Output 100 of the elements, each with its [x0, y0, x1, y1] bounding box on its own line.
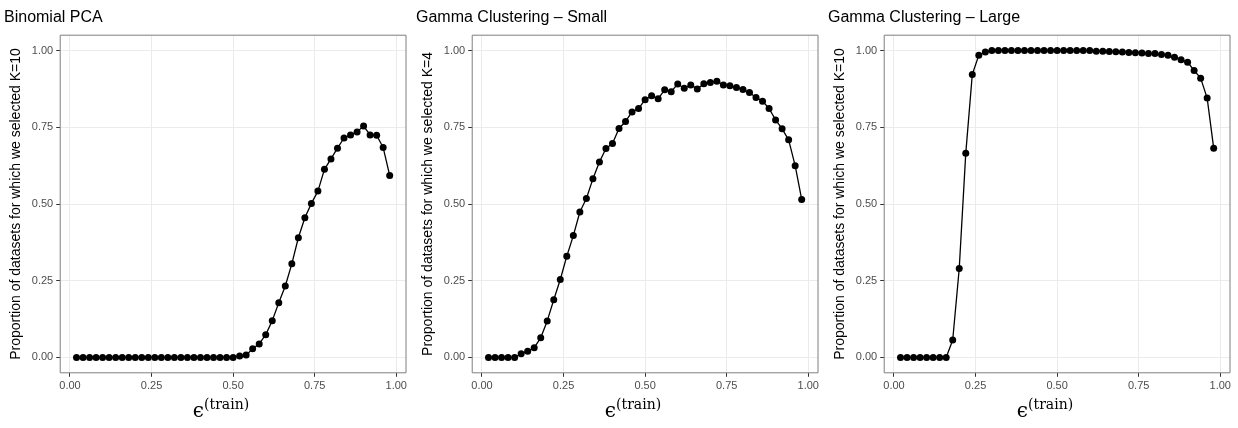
point [1171, 53, 1179, 61]
point [1092, 47, 1100, 55]
y-tick-label: 0.25 [443, 273, 466, 286]
y-tick-label: 0.75 [443, 120, 466, 133]
point [700, 80, 708, 88]
point [262, 331, 270, 339]
point [366, 131, 374, 139]
point [759, 97, 767, 105]
point [791, 162, 799, 170]
point [1001, 47, 1009, 55]
point [73, 353, 81, 361]
point [962, 149, 970, 157]
point [485, 353, 493, 361]
point [897, 353, 905, 361]
point [223, 353, 231, 361]
point [340, 134, 348, 142]
point [949, 336, 957, 344]
point [1027, 47, 1035, 55]
point [177, 353, 185, 361]
point [622, 117, 630, 125]
point [903, 353, 911, 361]
point [706, 78, 714, 86]
point [635, 105, 643, 113]
point [112, 353, 120, 361]
point [1190, 67, 1198, 74]
y-tick-label: 1.00 [31, 43, 54, 56]
point [294, 234, 302, 242]
point [1040, 47, 1048, 55]
point [517, 350, 525, 358]
point [301, 214, 309, 222]
y-tick-label: 0.00 [443, 350, 466, 363]
point [765, 105, 773, 113]
point [1073, 47, 1081, 55]
x-tick-label: 1.00 [797, 379, 819, 392]
y-tick-label: 0.25 [31, 273, 54, 286]
point [772, 116, 780, 124]
point [1157, 51, 1165, 59]
point [118, 353, 126, 361]
point [550, 296, 558, 304]
x-tick-label: 0.75 [1127, 379, 1150, 392]
point [537, 334, 545, 342]
point [975, 51, 983, 59]
point [785, 136, 793, 144]
point [608, 140, 616, 148]
point [726, 82, 734, 90]
point [229, 353, 237, 361]
point [1164, 51, 1172, 59]
point [242, 351, 250, 359]
point [641, 96, 649, 104]
point [719, 81, 727, 89]
x-tick-label: 0.25 [552, 379, 575, 392]
point [923, 353, 931, 361]
x-tick-label: 0.00 [59, 379, 81, 392]
point [190, 353, 198, 361]
y-tick-label: 0.75 [31, 120, 54, 133]
point [327, 155, 335, 163]
point [511, 353, 519, 361]
point [255, 340, 263, 348]
x-axis-title: ϵ$^{(train)}$ [191, 396, 251, 422]
point [164, 353, 172, 361]
point [745, 89, 753, 97]
point [99, 353, 107, 361]
y-tick-label: 0.50 [855, 197, 878, 210]
point [1138, 49, 1146, 57]
point [589, 175, 597, 183]
x-tick-label: 0.00 [883, 379, 905, 392]
point [203, 353, 211, 361]
point [661, 86, 669, 94]
y-axis-title: Proportion of datasets for which we selected K=10 [831, 47, 848, 360]
point [386, 171, 394, 179]
chart-title: Binomial PCA [4, 8, 104, 26]
point [1177, 56, 1185, 64]
point [379, 144, 387, 152]
chart-title: Gamma Clustering – Large [828, 8, 1021, 26]
point [144, 353, 152, 361]
point [151, 353, 159, 361]
point [1066, 47, 1074, 55]
point [524, 347, 532, 355]
point [498, 353, 506, 361]
point [648, 92, 656, 100]
point [981, 48, 989, 56]
x-tick-label: 0.50 [222, 379, 244, 392]
point [79, 353, 87, 361]
chart-title: Gamma Clustering – Small [416, 8, 608, 26]
x-tick-label: 0.00 [471, 379, 493, 392]
point [504, 353, 512, 361]
point [275, 299, 283, 307]
point [320, 165, 328, 173]
point [1112, 48, 1120, 56]
point [1131, 49, 1139, 57]
y-tick-label: 1.00 [443, 43, 466, 56]
point [1144, 50, 1152, 58]
point [988, 47, 996, 55]
point [307, 199, 315, 207]
point [798, 195, 806, 203]
x-tick-label: 1.00 [1209, 379, 1231, 392]
point [491, 353, 499, 361]
point [1086, 47, 1094, 55]
point [373, 131, 381, 139]
point [955, 264, 963, 272]
